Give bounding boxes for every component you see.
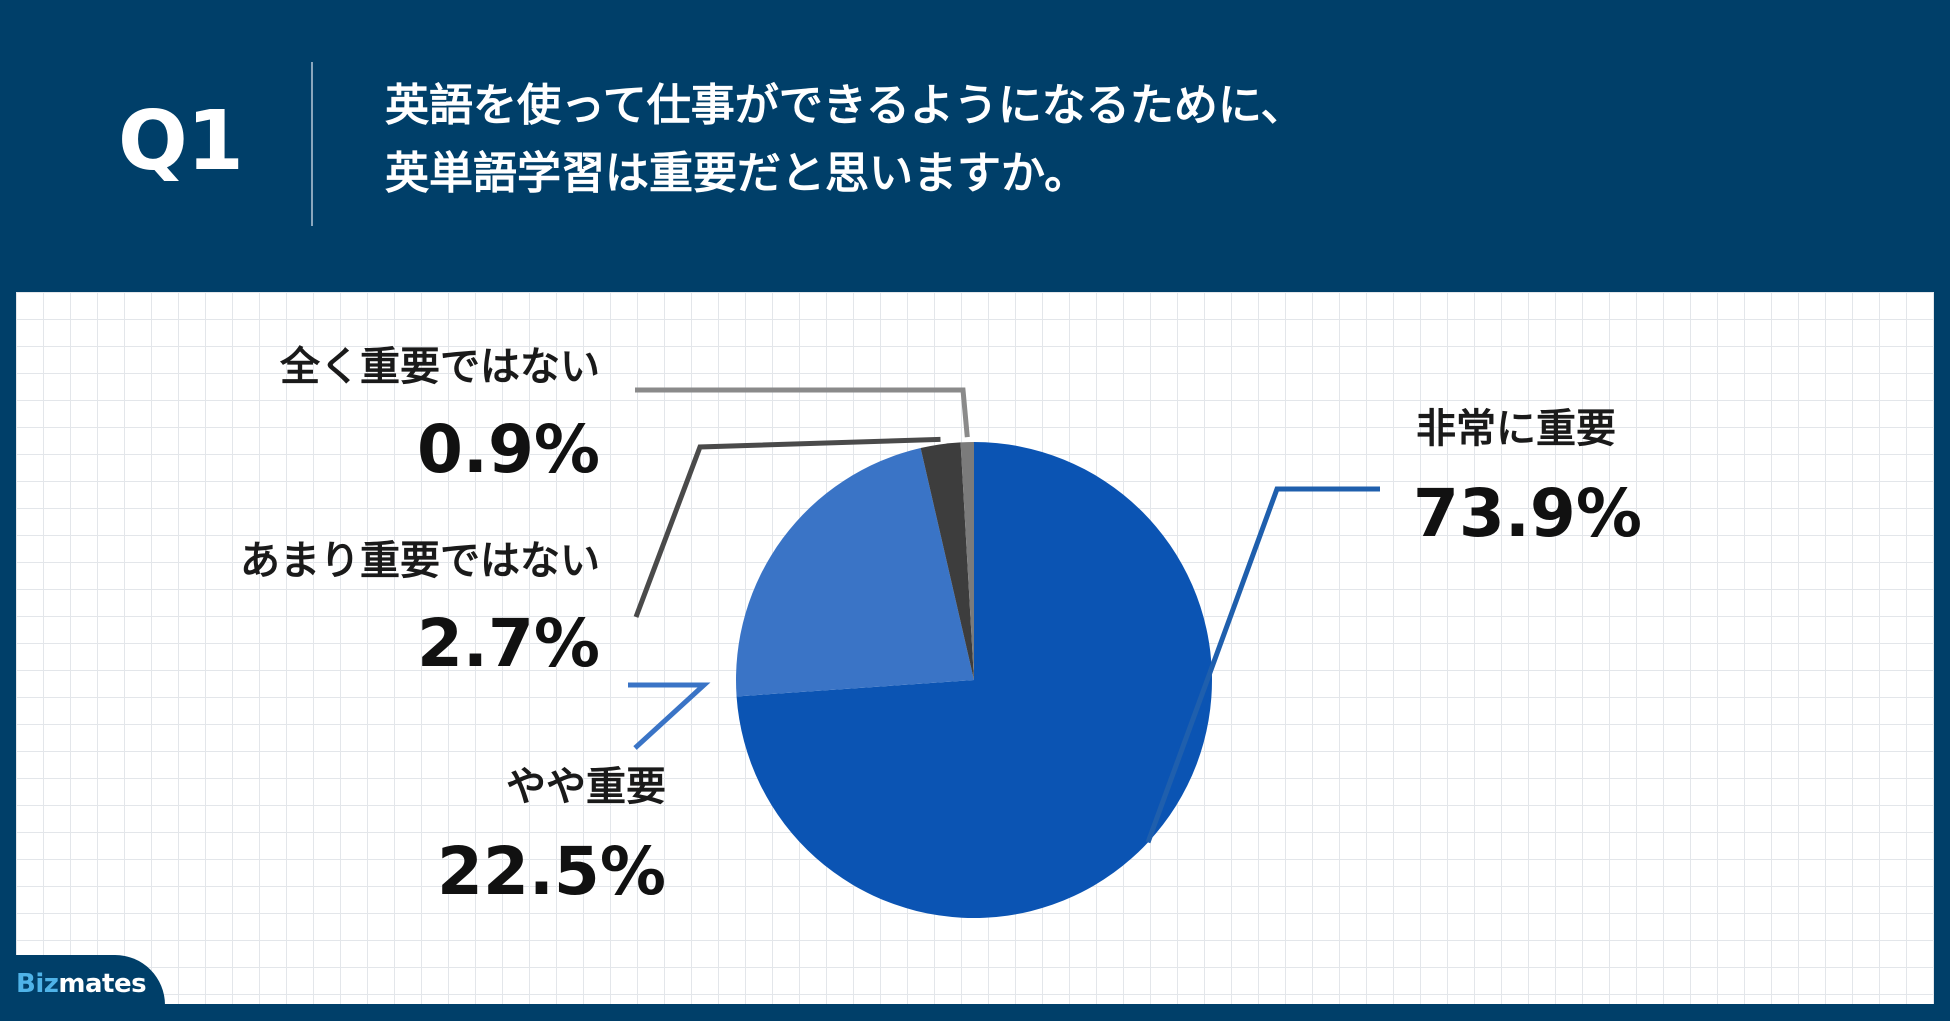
slice-label-very-important: 非常に重要 <box>1416 406 1616 452</box>
bizmates-logo: Bizmates <box>16 969 147 999</box>
logo-suffix: mates <box>58 969 147 999</box>
header-divider <box>311 62 313 226</box>
slice-label-somewhat-important: やや重要 <box>506 764 666 810</box>
leader-line-very-important <box>1145 486 1380 844</box>
pie-slice-not-very-important <box>920 442 974 680</box>
slice-value-not-important-at-all: 0.9% <box>417 411 600 488</box>
slice-value-very-important: 73.9% <box>1413 475 1642 552</box>
chart-panel: 非常に重要 73.9% やや重要 22.5% あまり重要ではない 2.7% 全く… <box>16 292 1934 1004</box>
slice-label-not-important-at-all: 全く重要ではない <box>279 344 600 390</box>
pie-slice-not-important-at-all <box>960 442 974 680</box>
leader-line-not-very-important <box>633 436 941 618</box>
pie-chart: 非常に重要 73.9% やや重要 22.5% あまり重要ではない 2.7% 全く… <box>240 344 1642 918</box>
logo-badge: Bizmates <box>0 955 165 1021</box>
question-line-2: 英単語学習は重要だと思いますか。 <box>385 148 1089 199</box>
pie-slices <box>736 442 1213 918</box>
pie-slice-very-important <box>736 442 1213 918</box>
question-number: Q1 <box>118 94 244 189</box>
question-line-1: 英語を使って仕事ができるようになるために、 <box>385 80 1305 131</box>
slice-label-not-very-important: あまり重要ではない <box>240 538 600 584</box>
pie-slice-somewhat-important <box>736 448 974 697</box>
slice-value-not-very-important: 2.7% <box>417 605 600 682</box>
slice-value-somewhat-important: 22.5% <box>437 833 666 910</box>
question-text: 英語を使って仕事ができるようになるために、 英単語学習は重要だと思いますか。 <box>385 72 1305 208</box>
leader-line-somewhat-important <box>628 682 711 750</box>
logo-prefix: Biz <box>16 969 59 999</box>
leader-lines <box>628 387 1380 844</box>
header-banner: Q1 英語を使って仕事ができるようになるために、 英単語学習は重要だと思いますか… <box>0 0 1950 290</box>
slice-labels: 非常に重要 73.9% やや重要 22.5% あまり重要ではない 2.7% 全く… <box>240 344 1642 910</box>
leader-line-not-important-at-all <box>635 387 970 438</box>
